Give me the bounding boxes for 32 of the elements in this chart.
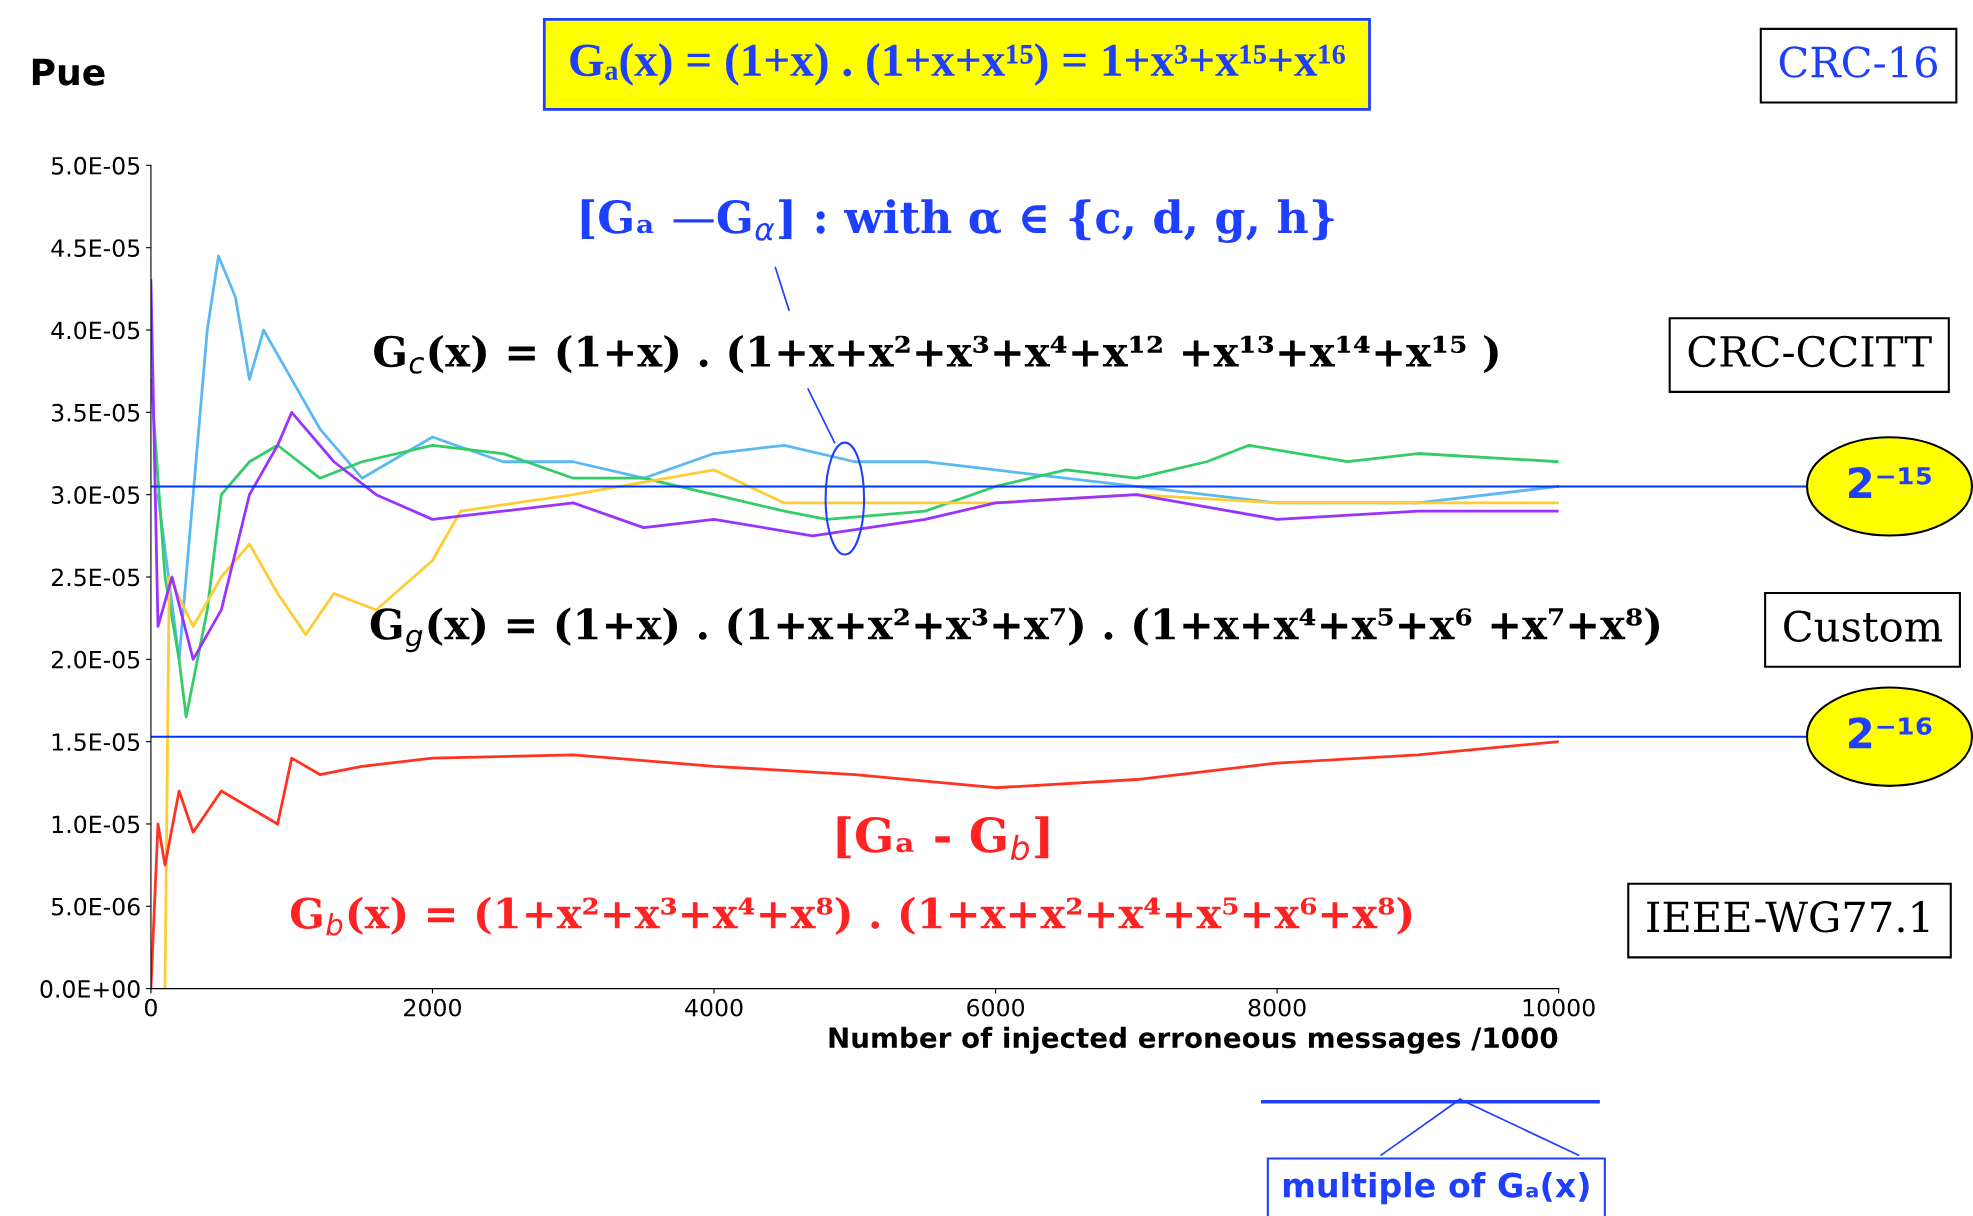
x-tick-label: 4000 bbox=[685, 998, 743, 1017]
ref-line-label: 2⁻¹⁶ bbox=[1849, 717, 1932, 749]
text: CRC-CCITT bbox=[1688, 335, 1932, 368]
y-tick-label: 5.0E-05 bbox=[52, 156, 140, 175]
y-axis-title: Pue bbox=[32, 58, 105, 86]
x-tick-label: 6000 bbox=[967, 998, 1025, 1017]
x-tick-label: 8000 bbox=[1248, 998, 1306, 1017]
annotation: G$_{b}$(x) = (1+x²+x³+x⁴+x⁸) . (1+x+x²+x⁴+x⁵+x⁶+x⁸) bbox=[290, 896, 1412, 936]
annotation: G$_{g}$(x) = (1+x) . (1+x+x²+x³+x⁷) . (1+x+x⁴+x⁵+x⁶ +x⁷+x⁸) bbox=[370, 607, 1659, 653]
annotation: G$_{c}$(x) = (1+x) . (1+x+x²+x³+x⁴+x¹² +x¹³+x¹⁴+x¹⁵ ) bbox=[374, 334, 1498, 374]
y-tick-label: 1.5E-05 bbox=[52, 733, 140, 751]
text: IEEE-WG77.1 bbox=[1647, 901, 1929, 933]
y-tick-label: 1.0E-05 bbox=[52, 815, 140, 834]
annotation: [Gₐ - G$_{b}$] bbox=[837, 816, 1049, 861]
y-tick-label: 5.0E-06 bbox=[52, 897, 140, 916]
y-tick-label: 3.0E-05 bbox=[51, 486, 140, 504]
ref-line-label: 2⁻¹⁵ bbox=[1849, 467, 1931, 498]
text: multiple of Gₐ(x) bbox=[1283, 1171, 1589, 1205]
x-tick-label: 10000 bbox=[1523, 998, 1595, 1017]
y-tick-label: 4.5E-05 bbox=[51, 239, 140, 258]
x-tick-label: 2000 bbox=[404, 998, 461, 1017]
y-tick-label: 3.5E-05 bbox=[51, 403, 140, 422]
y-tick-label: 0.0E+00 bbox=[40, 980, 140, 998]
annotation: [Gₐ —G$_{α}$] : with α ∈ {c, d, g, h} bbox=[581, 199, 1334, 243]
x-axis-title: Number of injected erroneous messages /1000 bbox=[829, 1026, 1558, 1054]
y-tick-label: 2.5E-05 bbox=[51, 568, 140, 587]
y-tick-label: 4.0E-05 bbox=[51, 321, 140, 340]
text: Custom bbox=[1784, 610, 1943, 642]
text: CRC-16 bbox=[1779, 46, 1938, 78]
x-tick-label: 0 bbox=[144, 998, 157, 1017]
chart-title: Gₐ(x) = (1+x) . (1+x+x¹⁵) = 1+x³+x¹⁵+x¹⁶ bbox=[570, 43, 1345, 86]
y-tick-label: 2.0E-05 bbox=[51, 650, 140, 669]
